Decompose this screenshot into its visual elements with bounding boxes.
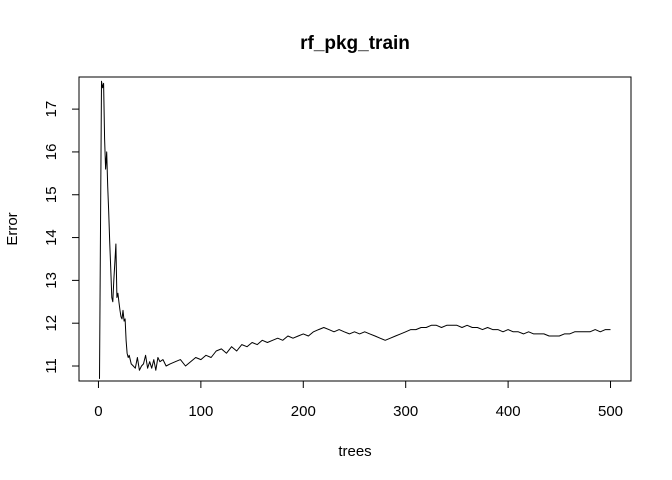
- error-series-line: [99, 80, 611, 379]
- x-tick-label: 200: [291, 403, 316, 420]
- y-tick-label: 15: [43, 186, 60, 203]
- y-tick-label: 11: [43, 358, 60, 374]
- y-tick-label: 14: [43, 229, 60, 246]
- y-tick-label: 12: [43, 315, 60, 332]
- x-tick-label: 0: [94, 403, 102, 420]
- y-tick-label: 16: [43, 144, 60, 161]
- y-axis: 11 12 13 14 15 16 17: [43, 101, 80, 374]
- y-tick-label: 17: [43, 101, 60, 118]
- x-tick-label: 100: [188, 403, 213, 420]
- x-tick-label: 300: [393, 403, 418, 420]
- y-axis-label: Error: [4, 212, 21, 245]
- x-axis-label: trees: [338, 443, 371, 460]
- x-tick-label: 400: [496, 403, 521, 420]
- y-tick-label: 13: [43, 272, 60, 289]
- x-axis: 0 100 200 300 400 500: [94, 380, 623, 420]
- chart-title: rf_pkg_train: [300, 33, 410, 54]
- series-layer: [99, 80, 611, 379]
- x-tick-label: 500: [598, 403, 623, 420]
